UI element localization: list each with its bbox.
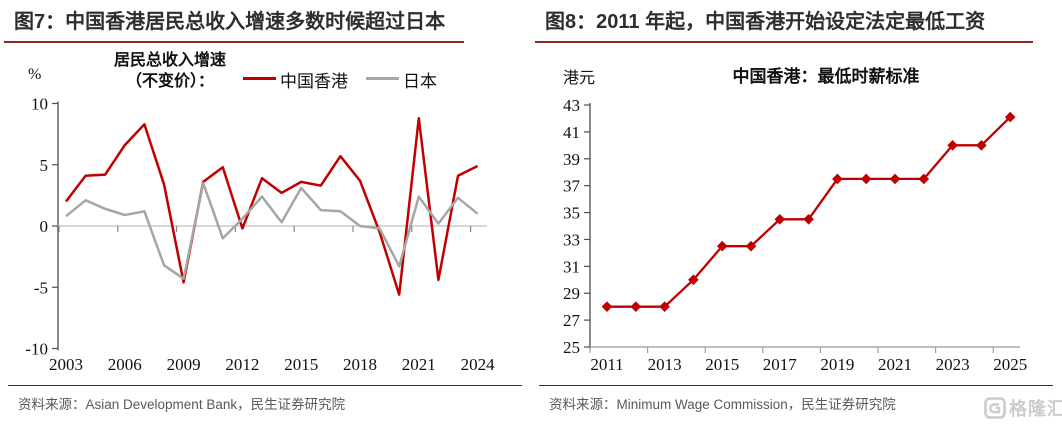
y-tick-label: -10 — [25, 340, 48, 359]
figure8-source-note: 资料来源：Minimum Wage Commission，民生证券研究院 — [549, 397, 896, 412]
x-tick-label: 2024 — [461, 355, 496, 374]
x-axis: 2011 2013 2015 2017 2019 2021 2023 2025 — [589, 346, 1027, 374]
x-tick-label: 2015 — [705, 355, 739, 374]
series-line-0 — [65, 116, 479, 296]
y-axis-unit-label: % — [28, 66, 42, 83]
x-tick-label: 2009 — [167, 355, 201, 374]
data-point-marker — [659, 301, 670, 312]
x-tick-label: 2013 — [648, 355, 682, 374]
figure7-title-underline — [4, 41, 464, 43]
legend-swatch-hongkong — [243, 77, 276, 80]
gelonghui-logo-icon — [984, 397, 1006, 419]
series-markers-0 — [601, 111, 1016, 312]
data-point-marker — [918, 173, 930, 185]
panel-figure7: 图7：中国香港居民总收入增速多数时候超过日本 % 居民总收入增速 （不变价）： … — [4, 10, 522, 412]
y-tick-label: 0 — [40, 217, 49, 236]
figure7-title-block: 图7：中国香港居民总收入增速多数时候超过日本 — [4, 10, 464, 43]
y-tick-label: 39 — [563, 150, 580, 169]
data-point-marker — [688, 274, 699, 286]
y-tick-label: 5 — [40, 156, 49, 175]
data-point-marker — [860, 173, 872, 185]
x-tick-label: 2021 — [402, 355, 436, 374]
y-axis: 10 5 0 -5 -10 — [25, 95, 59, 359]
figure7-source-note: 资料来源：Asian Development Bank，民生证券研究院 — [18, 397, 346, 412]
data-point-marker — [889, 173, 901, 185]
data-point-marker — [774, 213, 786, 225]
x-tick-label: 2025 — [993, 355, 1027, 374]
x-tick-label: 2003 — [49, 355, 83, 374]
y-axis: 43 41 39 37 35 33 31 29 27 25 — [563, 96, 591, 357]
legend-title: 居民总收入增速 （不变价）： — [92, 50, 248, 92]
x-tick-label: 2012 — [225, 355, 259, 374]
panel-figure8: 图8：2011 年起，中国香港开始设定法定最低工资 港元 中国香港：最低时薪标准… — [531, 0, 1062, 426]
y-tick-label: 37 — [563, 177, 581, 196]
legend-title-line2: （不变价）： — [125, 73, 214, 90]
data-point-marker — [716, 240, 728, 252]
x-tick-label: 2017 — [763, 355, 798, 374]
y-tick-label: 35 — [563, 204, 580, 223]
y-tick-label: 33 — [563, 230, 580, 249]
legend-label-japan: 日本 — [403, 72, 437, 91]
data-point-marker — [1004, 111, 1016, 123]
minimum-wage-chart-title: 中国香港：最低时薪标准 — [732, 67, 920, 86]
y-tick-label: 43 — [563, 96, 580, 115]
figure8-footer-divider — [539, 385, 1053, 386]
y-tick-label: -5 — [34, 278, 48, 297]
data-point-marker — [601, 301, 613, 312]
series-line-1 — [65, 181, 479, 280]
figure8-title-block: 图8：2011 年起，中国香港开始设定法定最低工资 — [535, 10, 1033, 43]
x-tick-label: 2018 — [343, 355, 377, 374]
y-tick-label: 31 — [563, 257, 580, 276]
data-point-marker — [803, 213, 814, 225]
y-tick-label: 29 — [563, 284, 580, 303]
data-point-marker — [832, 173, 843, 185]
x-tick-label: 2006 — [108, 355, 142, 374]
minimum-wage-line-chart: 43 41 39 37 35 33 31 29 27 25 2011 2013 2015 2017 2019… — [563, 96, 1027, 374]
y-tick-label: 27 — [563, 311, 581, 330]
x-tick-label: 2015 — [284, 355, 318, 374]
figure8-title-underline — [535, 41, 1033, 43]
y-tick-label: 41 — [563, 123, 580, 142]
x-tick-label: 2019 — [820, 355, 854, 374]
legend-title-line1: 居民总收入增速 — [113, 52, 226, 69]
figure7-title: 图7：中国香港居民总收入增速多数时候超过日本 — [14, 11, 446, 33]
figure8-title: 图8：2011 年起，中国香港开始设定法定最低工资 — [545, 11, 986, 33]
data-point-marker — [630, 301, 642, 312]
legend-swatch-japan — [366, 77, 399, 80]
x-axis: 2003 2006 2009 2012 2015 2018 2021 2024 — [49, 225, 496, 374]
x-tick-label: 2021 — [878, 355, 912, 374]
y-tick-label: 10 — [31, 95, 48, 114]
gelonghui-watermark: 格隆汇 — [984, 395, 1062, 421]
y-axis-unit-label: 港元 — [563, 70, 596, 87]
y-tick-label: 25 — [563, 338, 580, 357]
x-tick-label: 2011 — [590, 355, 623, 374]
gelonghui-watermark-text: 格隆汇 — [1009, 399, 1062, 419]
figure7-footer-divider — [8, 385, 522, 386]
x-tick-label: 2023 — [936, 355, 970, 374]
legend-label-hongkong: 中国香港 — [280, 72, 348, 91]
